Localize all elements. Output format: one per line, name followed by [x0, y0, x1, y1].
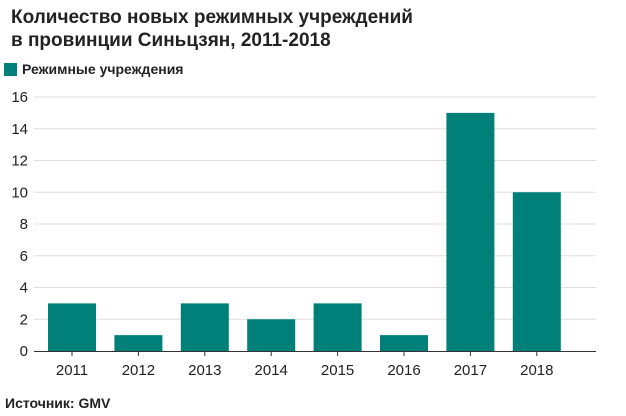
bar-2016: [380, 335, 428, 351]
chart-title-line-2: в провинции Синьцзян, 2011-2018: [11, 30, 331, 51]
bar-2012: [114, 335, 163, 351]
y-tick-label: 0: [20, 343, 28, 360]
x-tick-label: 2014: [255, 362, 288, 379]
x-tick-label: 2018: [520, 362, 553, 379]
legend-label: Режимные учреждения: [22, 61, 184, 77]
source-note: Источник: GMV: [5, 395, 111, 411]
y-tick-label: 10: [11, 184, 28, 201]
chart-title-line-1: Количество новых режимных учреждений: [11, 7, 413, 28]
grid-lines: [34, 96, 596, 320]
bar-2017: [446, 112, 495, 351]
x-tick-label: 2011: [56, 362, 88, 379]
x-tick-label: 2015: [321, 362, 354, 379]
x-axis: 2011 2012 2013 2014 2015 2016 2017 2018: [34, 351, 596, 379]
y-tick-label: 2: [20, 311, 28, 328]
bar-2011: [48, 303, 96, 351]
bars: [48, 112, 561, 351]
chart-title: Количество новых режимных учреждений в п…: [11, 6, 571, 52]
bar-2018: [512, 192, 561, 351]
y-axis: 0 2 4 6 8 10 12 14 16: [11, 89, 28, 360]
bar-2013: [180, 303, 229, 351]
x-tick-label: 2013: [188, 362, 221, 379]
chart-legend: Режимные учреждения: [4, 61, 183, 77]
x-tick-label: 2017: [454, 362, 487, 379]
y-tick-label: 14: [11, 121, 28, 138]
y-tick-label: 16: [11, 89, 28, 106]
y-tick-label: 6: [20, 248, 28, 265]
bar-2014: [247, 319, 296, 351]
y-tick-label: 4: [20, 280, 28, 297]
bar-2015: [313, 303, 362, 351]
y-tick-label: 12: [11, 153, 28, 170]
x-tick-label: 2016: [387, 362, 420, 379]
x-tick-label: 2012: [122, 362, 155, 379]
y-tick-label: 8: [20, 216, 28, 233]
legend-swatch: [4, 62, 17, 76]
